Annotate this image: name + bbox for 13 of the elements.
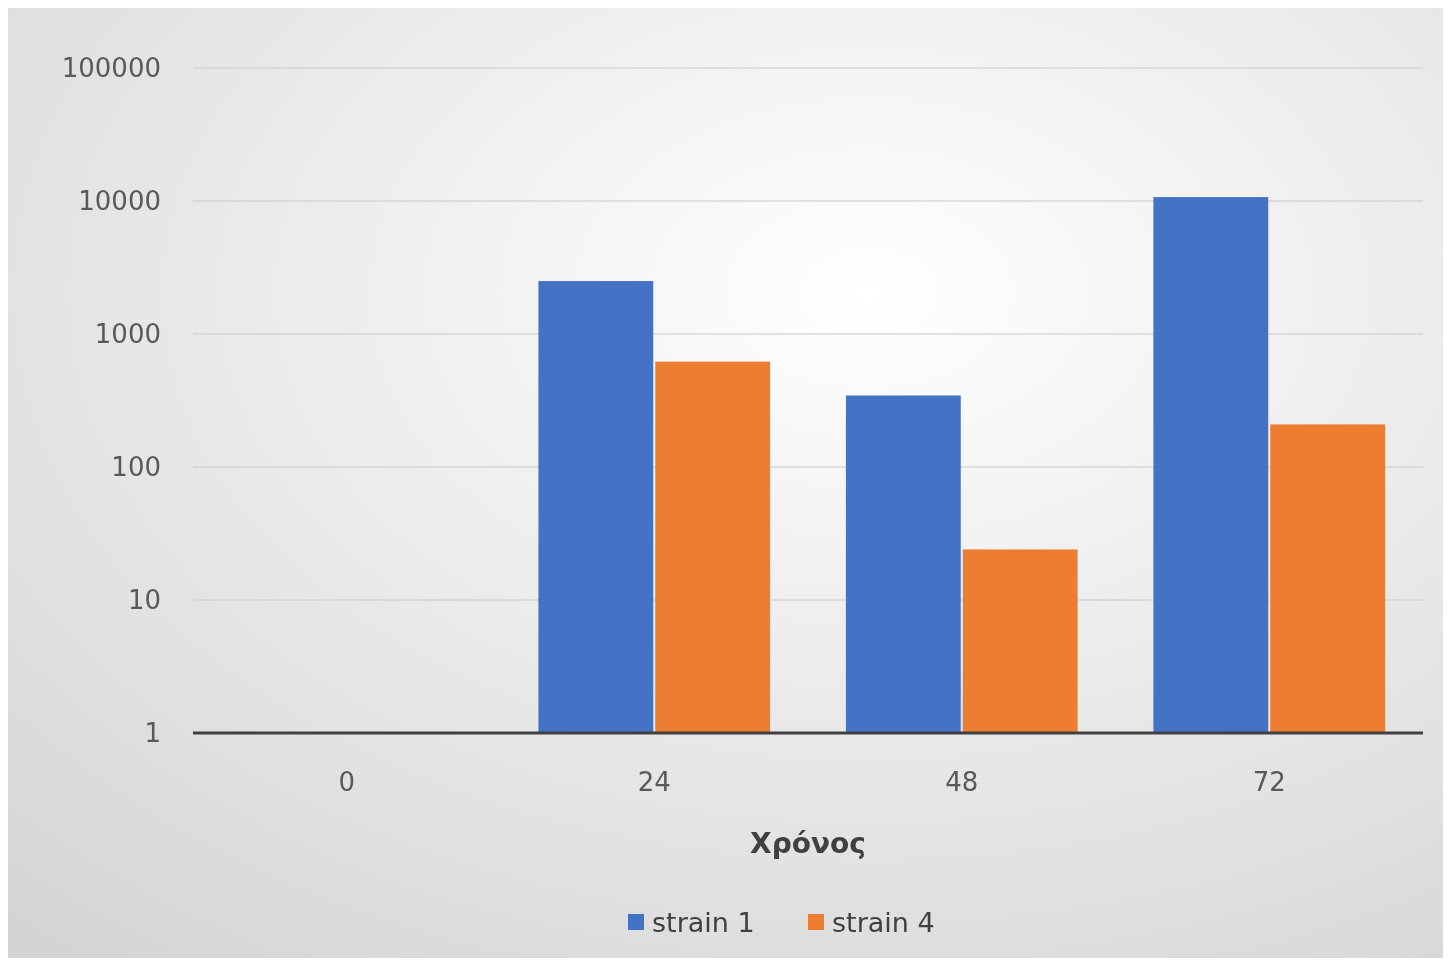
y-tick-label: 1 xyxy=(144,718,161,749)
x-tick-label: 48 xyxy=(945,767,979,797)
legend-label: strain 4 xyxy=(832,907,935,939)
legend-label: strain 1 xyxy=(652,907,755,939)
y-tick-label: 1000 xyxy=(94,319,161,350)
x-tick-label: 24 xyxy=(637,767,671,797)
y-tick-label: 10000 xyxy=(78,186,161,217)
x-axis-title: Χρόνος xyxy=(750,827,866,860)
x-tick-label: 0 xyxy=(338,767,356,797)
y-tick-label: 100 xyxy=(111,452,161,483)
x-tick-label: 72 xyxy=(1252,767,1286,797)
y-tick-label: 10 xyxy=(127,585,161,616)
y-tick-label: 100000 xyxy=(61,53,161,84)
